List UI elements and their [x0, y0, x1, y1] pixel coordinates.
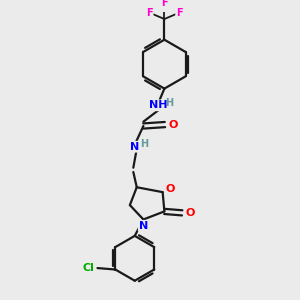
Text: H: H [140, 140, 148, 149]
Text: O: O [165, 184, 175, 194]
Text: O: O [168, 120, 178, 130]
Text: Cl: Cl [82, 263, 94, 273]
Text: NH: NH [148, 100, 167, 110]
Text: F: F [176, 8, 183, 18]
Text: N: N [139, 221, 148, 231]
Text: N: N [130, 142, 140, 152]
Text: O: O [186, 208, 195, 218]
Text: H: H [165, 98, 173, 108]
Text: F: F [161, 0, 168, 8]
Text: F: F [146, 8, 153, 18]
